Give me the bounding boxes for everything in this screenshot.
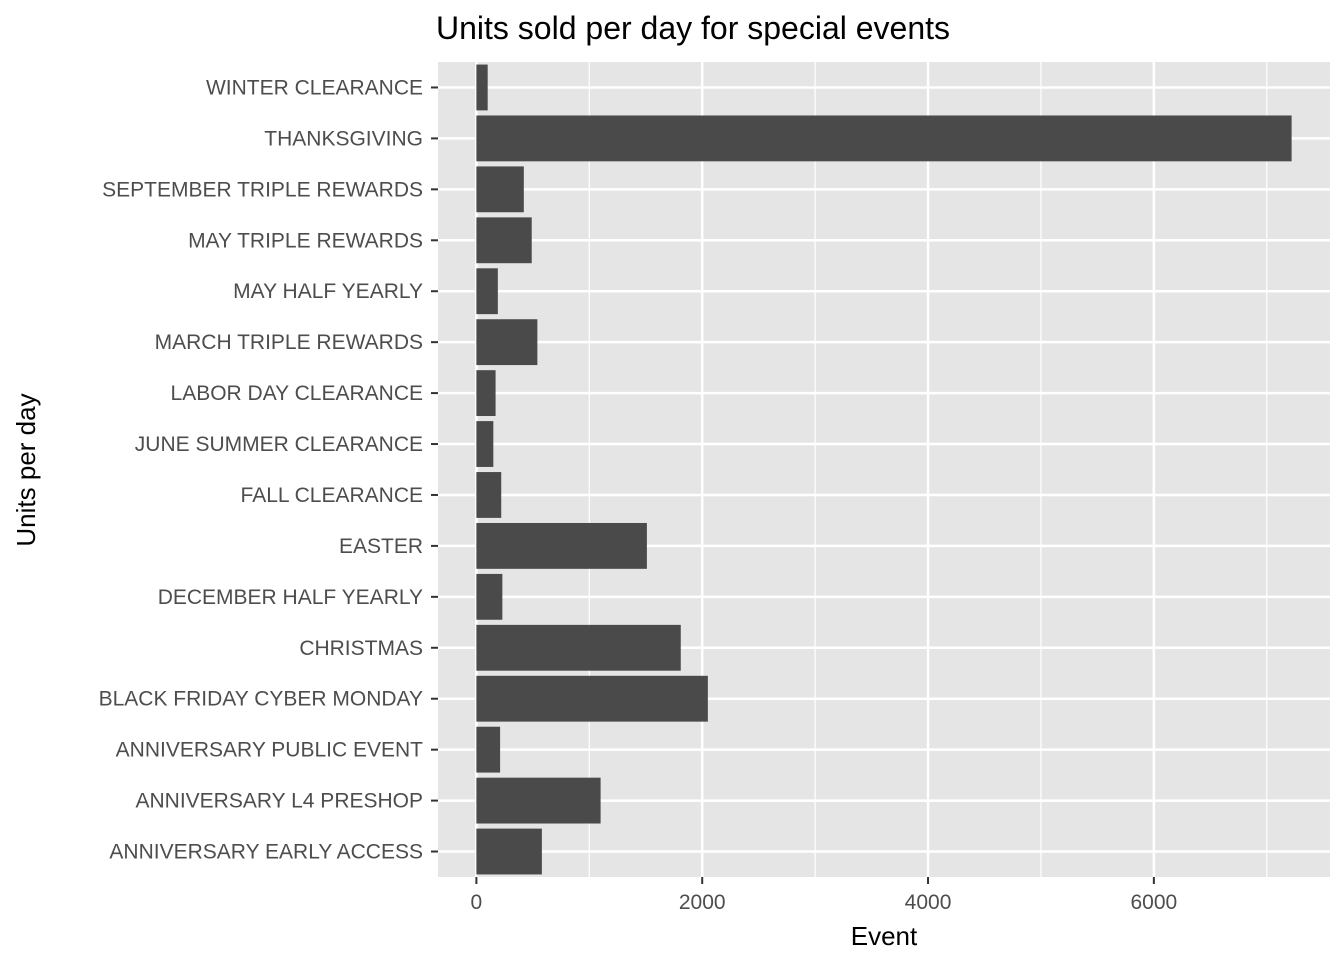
x-axis-title: Event bbox=[851, 921, 918, 951]
y-axis: WINTER CLEARANCE THANKSGIVING SEPTEMBER TR… bbox=[99, 76, 438, 864]
bar bbox=[476, 319, 538, 366]
bar bbox=[476, 828, 542, 875]
bars bbox=[476, 64, 1292, 875]
bar bbox=[476, 268, 498, 315]
bar bbox=[476, 370, 496, 417]
y-tick-label: LABOR DAY CLEARANCE bbox=[171, 382, 423, 405]
bar bbox=[476, 64, 488, 111]
x-axis: 0 2000 4000 6000 bbox=[471, 877, 1177, 914]
bar bbox=[476, 421, 494, 467]
y-tick-label: ANNIVERSARY PUBLIC EVENT bbox=[116, 739, 423, 762]
bar bbox=[476, 522, 647, 569]
bar bbox=[476, 166, 524, 213]
bar bbox=[476, 573, 503, 620]
chart-title: Units sold per day for special events bbox=[436, 10, 950, 46]
y-tick-label: JUNE SUMMER CLEARANCE bbox=[135, 433, 423, 456]
y-tick-label: ANNIVERSARY EARLY ACCESS bbox=[109, 841, 423, 864]
y-tick-label: SEPTEMBER TRIPLE REWARDS bbox=[102, 178, 423, 201]
y-tick-label: BLACK FRIDAY CYBER MONDAY bbox=[99, 688, 423, 711]
y-axis-title: Units per day bbox=[11, 393, 41, 546]
y-tick-label: MARCH TRIPLE REWARDS bbox=[155, 331, 423, 354]
y-tick-label: EASTER bbox=[339, 535, 423, 558]
plot-panel bbox=[438, 62, 1330, 877]
x-tick-label: 6000 bbox=[1130, 891, 1177, 914]
bar bbox=[476, 777, 601, 824]
x-tick-label: 4000 bbox=[905, 891, 952, 914]
y-tick-label: MAY HALF YEARLY bbox=[233, 280, 423, 303]
y-tick-label: FALL CLEARANCE bbox=[241, 484, 423, 507]
y-tick-label: ANNIVERSARY L4 PRESHOP bbox=[136, 790, 424, 813]
bar bbox=[476, 472, 502, 518]
y-tick-label: MAY TRIPLE REWARDS bbox=[188, 229, 423, 252]
bar bbox=[476, 624, 681, 671]
y-tick-label: THANKSGIVING bbox=[264, 127, 423, 150]
x-tick-label: 0 bbox=[471, 891, 483, 914]
bar bbox=[476, 217, 532, 264]
y-tick-label: WINTER CLEARANCE bbox=[206, 76, 423, 99]
bar bbox=[476, 115, 1292, 162]
grid-lines bbox=[438, 62, 1330, 877]
y-tick-label: CHRISTMAS bbox=[299, 637, 423, 660]
y-tick-label: DECEMBER HALF YEARLY bbox=[158, 586, 423, 609]
bar bbox=[476, 726, 501, 773]
x-tick-label: 2000 bbox=[679, 891, 726, 914]
bar bbox=[476, 675, 708, 722]
